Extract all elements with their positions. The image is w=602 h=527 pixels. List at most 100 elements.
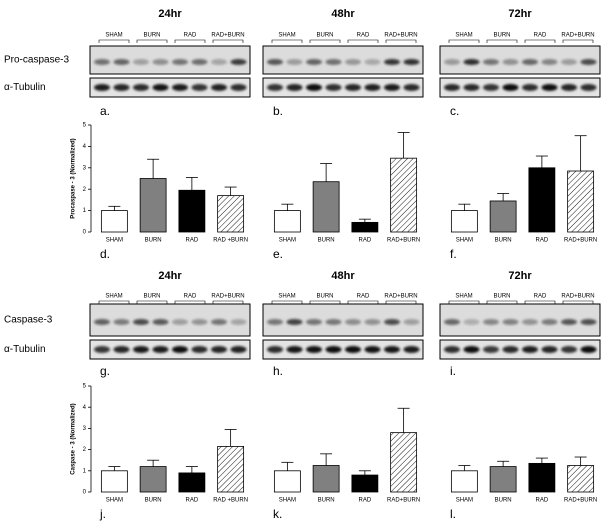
blot-band <box>522 59 538 65</box>
y-tick-label: 1 <box>83 468 87 474</box>
blot-band <box>384 59 400 65</box>
blot-band <box>483 346 499 353</box>
blot-band <box>364 346 381 353</box>
y-tick-label: 0 <box>83 490 87 496</box>
blot-band <box>561 59 577 65</box>
blot-band <box>267 59 283 65</box>
group-label: BURN <box>316 294 333 300</box>
bar <box>139 466 167 493</box>
group-label: RAD+BURN <box>384 33 417 39</box>
blot-band <box>113 346 130 353</box>
bar <box>528 462 556 493</box>
blot-band <box>580 84 597 91</box>
x-tick-label: BURN <box>318 238 335 244</box>
group-bracket <box>212 300 244 304</box>
group-label: RAD <box>357 294 370 300</box>
blot-band <box>286 84 303 91</box>
bar <box>489 466 517 493</box>
bar <box>390 157 418 233</box>
x-tick-label: RAD <box>536 238 549 244</box>
group-bracket <box>448 39 480 43</box>
blot-band <box>580 319 597 325</box>
panel-letter: i. <box>450 364 456 378</box>
blot-band <box>384 346 400 353</box>
group-bracket <box>136 300 168 304</box>
bar <box>178 472 206 493</box>
blot-band <box>306 319 322 325</box>
panel-letter: g. <box>100 364 110 378</box>
blot-band <box>267 346 283 353</box>
blot-box <box>89 77 251 98</box>
group-bracket <box>309 39 341 43</box>
group-label: SHAM <box>278 33 295 39</box>
blot-band <box>384 84 400 91</box>
blot-band <box>172 319 188 325</box>
bar <box>351 474 379 493</box>
column-heading: 24hr <box>158 8 182 20</box>
blot-band <box>444 346 460 353</box>
panel-letter: c. <box>450 104 459 118</box>
bar <box>351 221 379 233</box>
group-bracket <box>98 39 130 43</box>
group-label: SHAM <box>455 294 472 300</box>
group-bracket <box>385 39 417 43</box>
group-label: SHAM <box>105 294 122 300</box>
blot-band <box>94 59 110 65</box>
blot-band <box>403 59 420 65</box>
x-tick-label: SHAM <box>279 238 296 244</box>
blot-band <box>306 59 322 65</box>
bar <box>450 470 478 493</box>
blot-band <box>94 84 110 91</box>
blot-band <box>267 319 283 325</box>
group-label: RAD+BURN <box>211 294 244 300</box>
blot-band <box>191 319 208 325</box>
x-tick-label: SHAM <box>456 498 473 504</box>
panel-letter: j. <box>99 507 106 521</box>
bar <box>100 470 128 493</box>
group-bracket <box>486 39 518 43</box>
blot-band <box>211 319 227 325</box>
blot-box <box>439 339 601 360</box>
bar <box>528 167 556 233</box>
bar <box>217 446 245 493</box>
x-tick-label: SHAM <box>106 238 123 244</box>
panel-letter: l. <box>450 507 456 521</box>
blot-band <box>325 346 342 353</box>
blot-band <box>113 59 130 65</box>
blot-band <box>152 59 169 65</box>
group-bracket <box>448 300 480 304</box>
blot-box <box>262 45 424 75</box>
blot-band <box>364 59 381 65</box>
group-label: RAD <box>534 33 547 39</box>
x-tick-label: RAD +BURN <box>213 498 248 504</box>
y-tick-label: 5 <box>83 123 87 129</box>
blot-band <box>191 346 208 353</box>
panel-letter: h. <box>273 364 283 378</box>
bar <box>567 170 595 233</box>
blot-band <box>172 84 188 91</box>
x-tick-label: RAD <box>359 498 372 504</box>
blot-box <box>439 45 601 75</box>
blot-band <box>94 319 110 325</box>
blot-band <box>364 84 381 91</box>
y-tick-label: 4 <box>83 405 87 411</box>
column-heading: 72hr <box>508 270 532 282</box>
group-label: RAD <box>184 33 197 39</box>
panel-letter: e. <box>273 247 283 261</box>
blot-band <box>561 84 577 91</box>
x-tick-label: RAD+BURN <box>564 498 597 504</box>
y-axis-label: Caspase - 3 (Normalized) <box>71 403 77 474</box>
group-bracket <box>524 300 556 304</box>
blot-band <box>286 346 303 353</box>
group-bracket <box>347 39 379 43</box>
blot-band <box>502 346 519 353</box>
blot-band <box>113 319 130 325</box>
group-bracket <box>271 39 303 43</box>
blot-band <box>113 84 130 91</box>
column-heading: 48hr <box>331 8 355 20</box>
blot-band <box>522 319 538 325</box>
group-label: RAD <box>534 294 547 300</box>
blot-band <box>444 59 460 65</box>
x-tick-label: RAD <box>536 498 549 504</box>
blot-band <box>483 59 499 65</box>
